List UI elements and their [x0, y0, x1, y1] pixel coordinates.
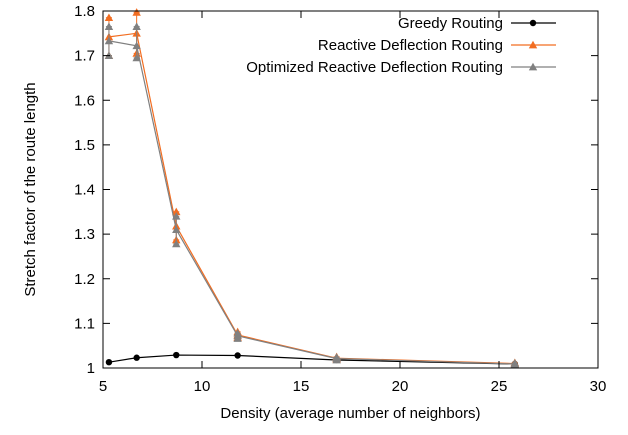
- error-endpoint-marker: [172, 239, 181, 248]
- legend-marker: [528, 40, 538, 49]
- data-point: [233, 331, 242, 340]
- data-point: [234, 352, 241, 359]
- legend-label-greedy: Greedy Routing: [398, 15, 503, 32]
- x-tick-label: 5: [99, 378, 107, 395]
- data-point: [133, 354, 140, 361]
- error-endpoint-marker: [132, 22, 141, 30]
- data-point: [132, 41, 141, 50]
- y-tick-label: 1.6: [74, 92, 95, 109]
- x-tick-label: 25: [491, 378, 508, 395]
- data-point: [172, 225, 181, 234]
- plot-frame: [102, 10, 599, 369]
- y-tick-label: 1.4: [74, 182, 95, 199]
- y-axis-label: Stretch factor of the route length: [22, 82, 39, 296]
- x-tick-label: 20: [392, 378, 409, 395]
- y-tick-label: 1.8: [74, 3, 95, 20]
- error-endpoint-marker: [132, 53, 141, 62]
- series-line: [108, 40, 515, 365]
- y-tick-label: 1.7: [74, 48, 95, 65]
- y-tick-label: 1.1: [74, 315, 95, 332]
- error-endpoint-marker: [172, 207, 181, 216]
- y-tick-label: 1.3: [74, 226, 95, 243]
- plot-area: [104, 8, 520, 369]
- error-endpoint-marker: [104, 22, 114, 30]
- legend: Greedy Routing Reactive Deflection Routi…: [246, 15, 556, 76]
- x-axis-label: Density (average number of neighbors): [220, 405, 480, 422]
- y-tick-label: 1.2: [74, 271, 95, 288]
- data-point: [332, 354, 341, 362]
- y-tick-label: 1: [87, 360, 95, 377]
- data-point: [173, 351, 180, 359]
- x-tick-label: 30: [590, 378, 607, 395]
- x-tick-label: 10: [194, 378, 211, 395]
- y-tick-label: 1.5: [74, 137, 95, 154]
- series-line: [108, 354, 515, 365]
- data-point: [510, 359, 520, 368]
- legend-marker: [528, 62, 538, 71]
- legend-label-optimized: Optimized Reactive Deflection Routing: [246, 59, 503, 76]
- error-endpoint-marker: [104, 13, 114, 22]
- data-point: [104, 36, 114, 45]
- error-endpoint-marker: [172, 212, 181, 220]
- legend-label-reactive: Reactive Deflection Routing: [318, 37, 503, 54]
- series-2: [104, 22, 520, 369]
- x-tick-label: 15: [293, 378, 310, 395]
- error-endpoint-marker: [132, 8, 141, 16]
- legend-marker: [529, 19, 537, 27]
- data-point: [105, 358, 113, 366]
